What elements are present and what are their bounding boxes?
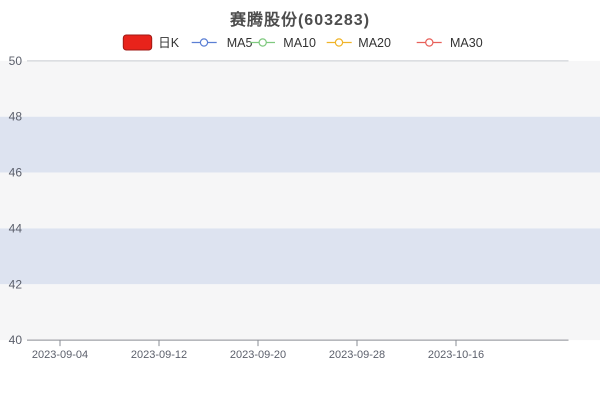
svg-text:MA10: MA10 (283, 36, 316, 50)
svg-text:MA5: MA5 (227, 36, 253, 50)
svg-text:MA30: MA30 (450, 36, 483, 50)
svg-text:MA20: MA20 (358, 36, 391, 50)
svg-text:日K: 日K (158, 36, 180, 50)
